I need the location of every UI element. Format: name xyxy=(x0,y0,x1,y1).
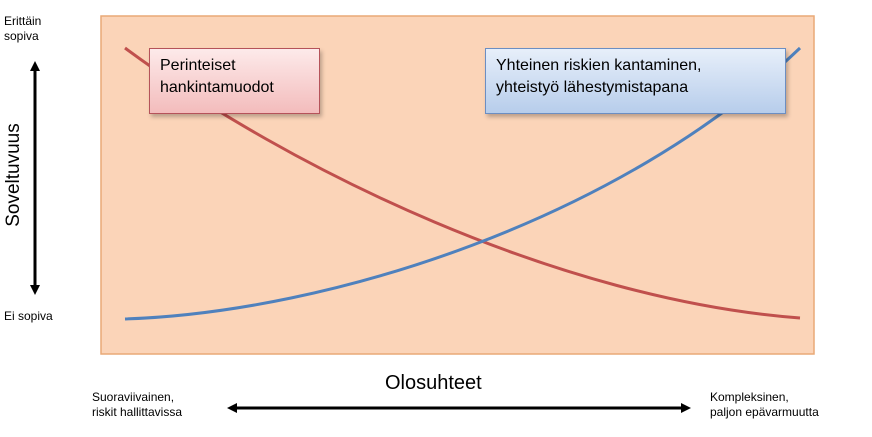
y-axis-top-label-line1: Erittäin xyxy=(4,14,42,28)
traditional-callout-line2: hankintamuodot xyxy=(160,79,274,96)
x-axis-right-label-line2: paljon epävarmuutta xyxy=(710,405,819,419)
x-axis-left-label-line2: riskit hallittavissa xyxy=(92,405,183,419)
traditional-callout-line1: Perinteiset xyxy=(160,57,236,74)
traditional-procurement-callout: Perinteiset hankintamuodot xyxy=(149,48,320,114)
y-axis-bottom-label: Ei sopiva xyxy=(4,309,53,323)
y-axis-title-text: Soveltuvuus xyxy=(3,123,24,227)
blue-curve xyxy=(124,46,802,321)
x-axis-right-label: Kompleksinen, paljon epävarmuutta xyxy=(710,390,819,420)
x-axis-left-label-line1: Suoraviivainen, xyxy=(92,390,175,404)
x-axis-left-label: Suoraviivainen, riskit hallittavissa xyxy=(92,390,182,420)
y-axis-top-label-line2: sopiva xyxy=(4,29,39,43)
collaborative-approach-callout: Yhteinen riskien kantaminen, yhteistyö l… xyxy=(485,48,786,114)
y-axis-top-label: Erittäin sopiva xyxy=(4,14,41,44)
x-axis-right-label-line1: Kompleksinen, xyxy=(710,390,789,404)
collaborative-callout-line1: Yhteinen riskien kantaminen, xyxy=(496,57,702,74)
collaborative-callout-line2: yhteistyö lähestymistapana xyxy=(496,79,689,96)
x-axis-title: Olosuhteet xyxy=(385,372,482,394)
